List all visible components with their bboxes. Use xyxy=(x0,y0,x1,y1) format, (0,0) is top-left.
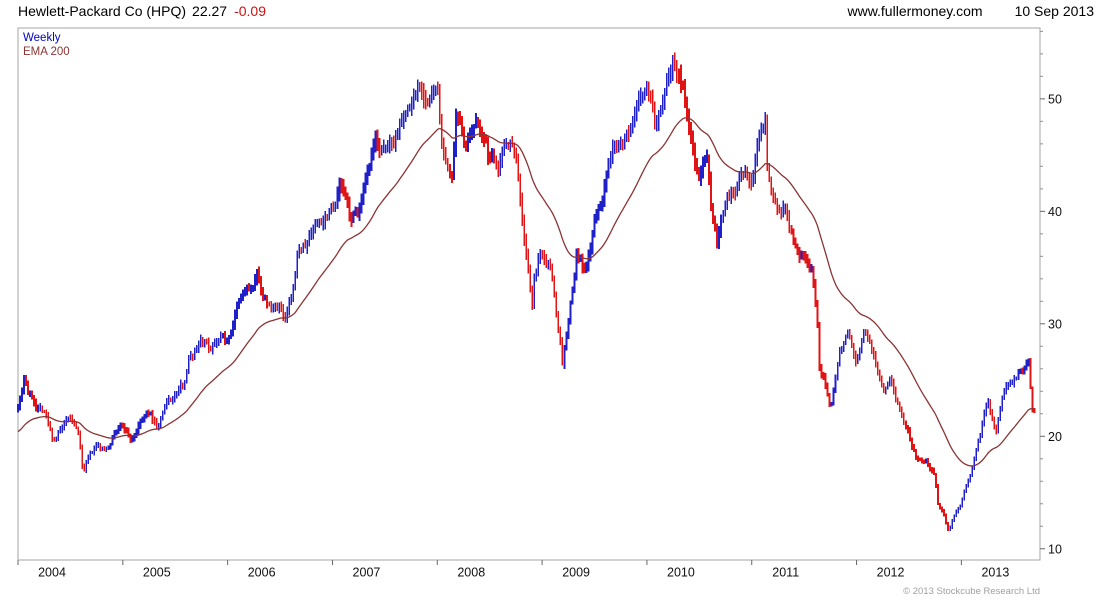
plot-frame xyxy=(17,27,1041,561)
ema-line xyxy=(17,117,1035,467)
svg-text:2004: 2004 xyxy=(38,566,66,580)
svg-text:30: 30 xyxy=(1048,317,1062,331)
legend-ema-label: EMA 200 xyxy=(23,46,70,58)
svg-text:2006: 2006 xyxy=(248,566,276,580)
chart-legend: Weekly EMA 200 xyxy=(23,31,70,59)
svg-text:2013: 2013 xyxy=(981,566,1009,580)
site-url: www.fullermoney.com xyxy=(847,3,983,19)
svg-text:2010: 2010 xyxy=(667,566,695,580)
svg-text:20: 20 xyxy=(1048,430,1062,444)
svg-text:2009: 2009 xyxy=(562,566,590,580)
instrument-name: Hewlett-Packard Co (HPQ) xyxy=(18,3,187,19)
axes: 10 20 30 40 50 2004 2005 2006 2007 2008 2009 2010 20… xyxy=(17,30,1062,580)
copyright-notice: © 2013 Stockcube Research Ltd xyxy=(903,586,1040,597)
svg-text:2011: 2011 xyxy=(772,566,799,580)
source-block: www.fullermoney.com 10 Sep 2013 xyxy=(847,3,1094,19)
svg-text:2007: 2007 xyxy=(353,566,381,580)
svg-text:2012: 2012 xyxy=(877,566,905,580)
weekly-bars xyxy=(17,52,1036,532)
svg-text:10: 10 xyxy=(1048,542,1062,556)
svg-text:2008: 2008 xyxy=(457,566,485,580)
svg-text:40: 40 xyxy=(1048,205,1062,219)
chart-header: Hewlett-Packard Co (HPQ) 22.27 -0.09 www.f… xyxy=(18,3,1094,19)
svg-text:50: 50 xyxy=(1048,92,1062,106)
instrument-block: Hewlett-Packard Co (HPQ) 22.27 -0.09 xyxy=(18,3,266,19)
legend-weekly-label: Weekly xyxy=(23,32,61,44)
last-price: 22.27 xyxy=(192,3,228,19)
chart-date: 10 Sep 2013 xyxy=(1014,3,1094,19)
price-change: -0.09 xyxy=(234,3,267,19)
svg-text:2005: 2005 xyxy=(143,566,171,580)
